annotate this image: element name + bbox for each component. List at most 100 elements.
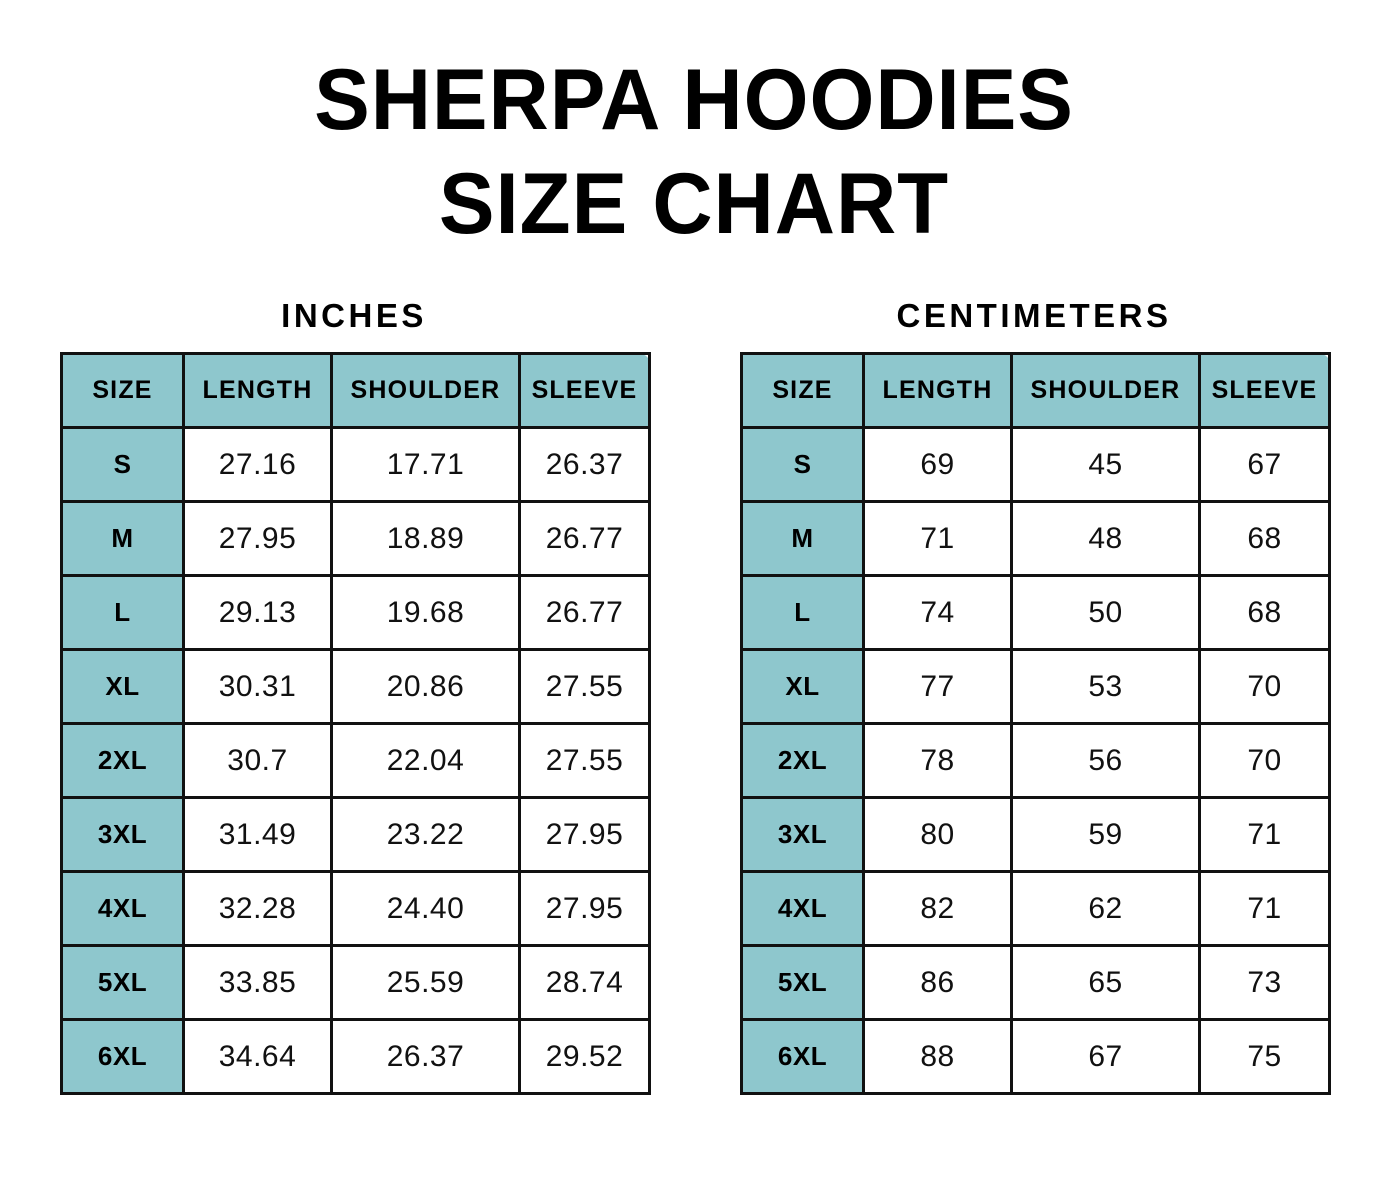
sleeve-value: 70 [1198, 722, 1331, 799]
table-row: 5XL 86 65 73 [740, 944, 1331, 1021]
shoulder-value: 50 [1010, 574, 1201, 651]
sleeve-value: 29.52 [518, 1018, 651, 1095]
shoulder-value: 18.89 [330, 500, 521, 577]
size-label: 3XL [60, 796, 185, 873]
length-value: 27.95 [182, 500, 333, 577]
shoulder-value: 20.86 [330, 648, 521, 725]
shoulder-value: 59 [1010, 796, 1201, 873]
length-value: 71 [862, 500, 1013, 577]
sleeve-value: 71 [1198, 870, 1331, 947]
table-row: 4XL 32.28 24.40 27.95 [60, 870, 651, 947]
length-value: 34.64 [182, 1018, 333, 1095]
table-row: 3XL 80 59 71 [740, 796, 1331, 873]
sleeve-value: 26.37 [518, 426, 651, 503]
length-value: 33.85 [182, 944, 333, 1021]
length-value: 30.31 [182, 648, 333, 725]
length-value: 31.49 [182, 796, 333, 873]
sleeve-value: 27.55 [518, 648, 651, 725]
column-header-shoulder: SHOULDER [1010, 352, 1201, 429]
shoulder-value: 23.22 [330, 796, 521, 873]
length-value: 32.28 [182, 870, 333, 947]
inches-size-table: SIZE LENGTH SHOULDER SLEEVE S 27.16 17.7… [60, 352, 651, 1095]
table-header-row: SIZE LENGTH SHOULDER SLEEVE [740, 352, 1331, 429]
shoulder-value: 56 [1010, 722, 1201, 799]
sleeve-value: 27.95 [518, 796, 651, 873]
shoulder-value: 26.37 [330, 1018, 521, 1095]
sleeve-value: 68 [1198, 500, 1331, 577]
size-label: S [740, 426, 865, 503]
column-header-size: SIZE [60, 352, 185, 429]
inches-table-section: INCHES SIZE LENGTH SHOULDER SLEEVE S [60, 296, 651, 1095]
length-value: 80 [862, 796, 1013, 873]
size-label: 2XL [740, 722, 865, 799]
shoulder-value: 25.59 [330, 944, 521, 1021]
table-row: XL 30.31 20.86 27.55 [60, 648, 651, 725]
sleeve-value: 27.55 [518, 722, 651, 799]
size-label: M [60, 500, 185, 577]
sleeve-value: 71 [1198, 796, 1331, 873]
sleeve-value: 68 [1198, 574, 1331, 651]
column-header-sleeve: SLEEVE [1198, 352, 1331, 429]
column-header-length: LENGTH [182, 352, 333, 429]
table-row: XL 77 53 70 [740, 648, 1331, 725]
table-row: M 71 48 68 [740, 500, 1331, 577]
length-value: 82 [862, 870, 1013, 947]
length-value: 27.16 [182, 426, 333, 503]
title-line-1: SHERPA HOODIES [314, 52, 1074, 148]
size-label: 3XL [740, 796, 865, 873]
size-label: L [60, 574, 185, 651]
centimeters-table-section: CENTIMETERS SIZE LENGTH SHOULDER SLEEVE … [740, 296, 1331, 1095]
size-label: 6XL [740, 1018, 865, 1095]
table-row: 3XL 31.49 23.22 27.95 [60, 796, 651, 873]
size-label: 4XL [740, 870, 865, 947]
sleeve-value: 27.95 [518, 870, 651, 947]
title-line-2: SIZE CHART [438, 156, 950, 252]
shoulder-value: 67 [1010, 1018, 1201, 1095]
table-row: S 27.16 17.71 26.37 [60, 426, 651, 503]
shoulder-value: 17.71 [330, 426, 521, 503]
column-header-sleeve: SLEEVE [518, 352, 651, 429]
table-row: 6XL 34.64 26.37 29.52 [60, 1018, 651, 1095]
shoulder-value: 45 [1010, 426, 1201, 503]
shoulder-value: 22.04 [330, 722, 521, 799]
sleeve-value: 67 [1198, 426, 1331, 503]
table-row: S 69 45 67 [740, 426, 1331, 503]
page-title: SHERPA HOODIES SIZE CHART [0, 48, 1388, 256]
table-row: 2XL 78 56 70 [740, 722, 1331, 799]
sleeve-value: 73 [1198, 944, 1331, 1021]
table-row: 2XL 30.7 22.04 27.55 [60, 722, 651, 799]
column-header-shoulder: SHOULDER [330, 352, 521, 429]
size-label: 5XL [60, 944, 185, 1021]
length-value: 77 [862, 648, 1013, 725]
centimeters-unit-heading: CENTIMETERS [896, 297, 1172, 334]
size-label: XL [740, 648, 865, 725]
shoulder-value: 19.68 [330, 574, 521, 651]
length-value: 29.13 [182, 574, 333, 651]
inches-unit-heading: INCHES [281, 297, 427, 334]
sleeve-value: 26.77 [518, 500, 651, 577]
length-value: 78 [862, 722, 1013, 799]
shoulder-value: 53 [1010, 648, 1201, 725]
shoulder-value: 62 [1010, 870, 1201, 947]
size-label: XL [60, 648, 185, 725]
size-label: S [60, 426, 185, 503]
table-row: 5XL 33.85 25.59 28.74 [60, 944, 651, 1021]
length-value: 86 [862, 944, 1013, 1021]
length-value: 69 [862, 426, 1013, 503]
table-row: L 74 50 68 [740, 574, 1331, 651]
length-value: 30.7 [182, 722, 333, 799]
sleeve-value: 75 [1198, 1018, 1331, 1095]
table-header-row: SIZE LENGTH SHOULDER SLEEVE [60, 352, 651, 429]
table-row: L 29.13 19.68 26.77 [60, 574, 651, 651]
size-label: 2XL [60, 722, 185, 799]
table-row: 4XL 82 62 71 [740, 870, 1331, 947]
length-value: 74 [862, 574, 1013, 651]
shoulder-value: 24.40 [330, 870, 521, 947]
sleeve-value: 26.77 [518, 574, 651, 651]
sleeve-value: 28.74 [518, 944, 651, 1021]
size-label: M [740, 500, 865, 577]
column-header-size: SIZE [740, 352, 865, 429]
tables-container: INCHES SIZE LENGTH SHOULDER SLEEVE S [0, 296, 1388, 1116]
sleeve-value: 70 [1198, 648, 1331, 725]
